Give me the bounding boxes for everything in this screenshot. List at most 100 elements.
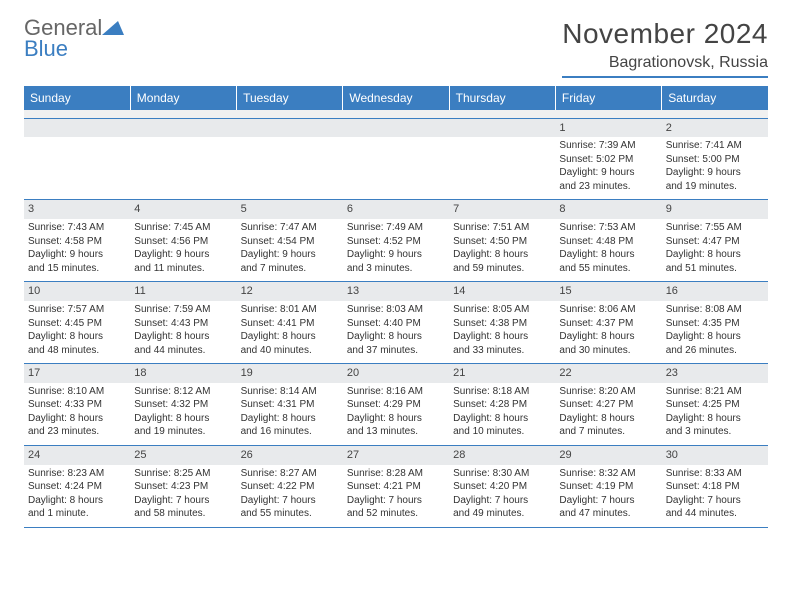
sunset-text: Sunset: 4:31 PM bbox=[241, 398, 339, 412]
daylight-text: and 1 minute. bbox=[28, 507, 126, 521]
sunrise-text: Sunrise: 8:23 AM bbox=[28, 467, 126, 481]
sunset-text: Sunset: 4:32 PM bbox=[134, 398, 232, 412]
calendar-cell bbox=[449, 118, 555, 200]
calendar-cell: 10Sunrise: 7:57 AMSunset: 4:45 PMDayligh… bbox=[24, 282, 130, 364]
sunset-text: Sunset: 4:52 PM bbox=[347, 235, 445, 249]
sunset-text: Sunset: 4:21 PM bbox=[347, 480, 445, 494]
sunset-text: Sunset: 4:19 PM bbox=[559, 480, 657, 494]
sunrise-text: Sunrise: 7:39 AM bbox=[559, 139, 657, 153]
daylight-text: and 37 minutes. bbox=[347, 344, 445, 358]
sunset-text: Sunset: 4:54 PM bbox=[241, 235, 339, 249]
day-number: 26 bbox=[237, 446, 343, 465]
day-number: 9 bbox=[662, 200, 768, 219]
daylight-text: and 11 minutes. bbox=[134, 262, 232, 276]
calendar-cell bbox=[237, 118, 343, 200]
sunrise-text: Sunrise: 8:03 AM bbox=[347, 303, 445, 317]
daylight-text: Daylight: 8 hours bbox=[347, 330, 445, 344]
sunrise-text: Sunrise: 7:45 AM bbox=[134, 221, 232, 235]
sunset-text: Sunset: 4:28 PM bbox=[453, 398, 551, 412]
sunset-text: Sunset: 4:47 PM bbox=[666, 235, 764, 249]
sunrise-text: Sunrise: 7:55 AM bbox=[666, 221, 764, 235]
daylight-text: and 48 minutes. bbox=[28, 344, 126, 358]
sunset-text: Sunset: 4:20 PM bbox=[453, 480, 551, 494]
day-number: 28 bbox=[449, 446, 555, 465]
day-number: 29 bbox=[555, 446, 661, 465]
daylight-text: Daylight: 8 hours bbox=[666, 248, 764, 262]
calendar-cell: 9 Sunrise: 7:55 AMSunset: 4:47 PMDaylight… bbox=[662, 200, 768, 282]
day-number bbox=[343, 119, 449, 138]
calendar-cell: 21Sunrise: 8:18 AMSunset: 4:28 PMDayligh… bbox=[449, 364, 555, 446]
daylight-text: Daylight: 8 hours bbox=[559, 412, 657, 426]
daylight-text: and 52 minutes. bbox=[347, 507, 445, 521]
sunset-text: Sunset: 4:48 PM bbox=[559, 235, 657, 249]
calendar-cell: 27Sunrise: 8:28 AMSunset: 4:21 PMDayligh… bbox=[343, 445, 449, 527]
day-number: 17 bbox=[24, 364, 130, 383]
sunset-text: Sunset: 4:18 PM bbox=[666, 480, 764, 494]
daylight-text: Daylight: 9 hours bbox=[241, 248, 339, 262]
day-number: 7 bbox=[449, 200, 555, 219]
daylight-text: Daylight: 8 hours bbox=[134, 330, 232, 344]
daylight-text: and 7 minutes. bbox=[559, 425, 657, 439]
calendar-cell bbox=[24, 118, 130, 200]
sunset-text: Sunset: 4:33 PM bbox=[28, 398, 126, 412]
sunrise-text: Sunrise: 8:25 AM bbox=[134, 467, 232, 481]
month-title: November 2024 bbox=[562, 18, 768, 50]
location: Bagrationovsk, Russia bbox=[562, 54, 768, 78]
daylight-text: Daylight: 9 hours bbox=[347, 248, 445, 262]
daylight-text: and 23 minutes. bbox=[559, 180, 657, 194]
daylight-text: and 49 minutes. bbox=[453, 507, 551, 521]
daylight-text: Daylight: 8 hours bbox=[28, 412, 126, 426]
sunset-text: Sunset: 4:41 PM bbox=[241, 317, 339, 331]
calendar-cell: 15Sunrise: 8:06 AMSunset: 4:37 PMDayligh… bbox=[555, 282, 661, 364]
daylight-text: and 23 minutes. bbox=[28, 425, 126, 439]
sunrise-text: Sunrise: 8:27 AM bbox=[241, 467, 339, 481]
sunrise-text: Sunrise: 8:10 AM bbox=[28, 385, 126, 399]
calendar-cell: 13Sunrise: 8:03 AMSunset: 4:40 PMDayligh… bbox=[343, 282, 449, 364]
daylight-text: Daylight: 7 hours bbox=[241, 494, 339, 508]
calendar-cell: 28Sunrise: 8:30 AMSunset: 4:20 PMDayligh… bbox=[449, 445, 555, 527]
daylight-text: Daylight: 8 hours bbox=[453, 412, 551, 426]
logo-triangle-icon bbox=[102, 18, 124, 39]
header: General Blue November 2024 Bagrationovsk… bbox=[24, 18, 768, 78]
daylight-text: Daylight: 8 hours bbox=[134, 412, 232, 426]
daylight-text: and 3 minutes. bbox=[666, 425, 764, 439]
sunrise-text: Sunrise: 7:51 AM bbox=[453, 221, 551, 235]
sunset-text: Sunset: 4:35 PM bbox=[666, 317, 764, 331]
calendar-cell: 5Sunrise: 7:47 AMSunset: 4:54 PMDaylight… bbox=[237, 200, 343, 282]
daylight-text: and 44 minutes. bbox=[134, 344, 232, 358]
calendar-cell: 20Sunrise: 8:16 AMSunset: 4:29 PMDayligh… bbox=[343, 364, 449, 446]
daylight-text: and 15 minutes. bbox=[28, 262, 126, 276]
logo-text: General Blue bbox=[24, 18, 124, 60]
day-number: 10 bbox=[24, 282, 130, 301]
day-number: 27 bbox=[343, 446, 449, 465]
daylight-text: and 16 minutes. bbox=[241, 425, 339, 439]
sunset-text: Sunset: 4:43 PM bbox=[134, 317, 232, 331]
calendar-cell: 3Sunrise: 7:43 AMSunset: 4:58 PMDaylight… bbox=[24, 200, 130, 282]
sunrise-text: Sunrise: 8:01 AM bbox=[241, 303, 339, 317]
calendar-cell: 25Sunrise: 8:25 AMSunset: 4:23 PMDayligh… bbox=[130, 445, 236, 527]
daylight-text: and 33 minutes. bbox=[453, 344, 551, 358]
sunrise-text: Sunrise: 8:21 AM bbox=[666, 385, 764, 399]
calendar-cell: 7Sunrise: 7:51 AMSunset: 4:50 PMDaylight… bbox=[449, 200, 555, 282]
day-header: Saturday bbox=[662, 86, 768, 110]
daylight-text: Daylight: 7 hours bbox=[347, 494, 445, 508]
day-number: 13 bbox=[343, 282, 449, 301]
calendar-cell: 26Sunrise: 8:27 AMSunset: 4:22 PMDayligh… bbox=[237, 445, 343, 527]
daylight-text: Daylight: 9 hours bbox=[559, 166, 657, 180]
daylight-text: and 7 minutes. bbox=[241, 262, 339, 276]
daylight-text: and 3 minutes. bbox=[347, 262, 445, 276]
calendar-cell: 17 Sunrise: 8:10 AMSunset: 4:33 PMDayligh… bbox=[24, 364, 130, 446]
calendar-cell bbox=[130, 118, 236, 200]
day-number: 24 bbox=[24, 446, 130, 465]
daylight-text: and 55 minutes. bbox=[241, 507, 339, 521]
day-number: 12 bbox=[237, 282, 343, 301]
calendar-cell bbox=[343, 118, 449, 200]
sunset-text: Sunset: 4:45 PM bbox=[28, 317, 126, 331]
day-number: 14 bbox=[449, 282, 555, 301]
daylight-text: and 10 minutes. bbox=[453, 425, 551, 439]
calendar-cell: 14Sunrise: 8:05 AMSunset: 4:38 PMDayligh… bbox=[449, 282, 555, 364]
sunrise-text: Sunrise: 8:30 AM bbox=[453, 467, 551, 481]
calendar-cell: 18Sunrise: 8:12 AMSunset: 4:32 PMDayligh… bbox=[130, 364, 236, 446]
day-header: Wednesday bbox=[343, 86, 449, 110]
calendar-cell: 23Sunrise: 8:21 AMSunset: 4:25 PMDayligh… bbox=[662, 364, 768, 446]
